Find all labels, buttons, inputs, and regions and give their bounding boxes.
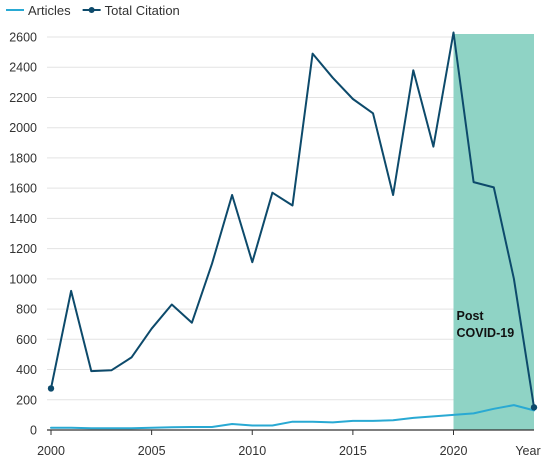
legend: Articles Total Citation (6, 3, 180, 18)
x-tick-label: 2000 (37, 444, 65, 458)
y-tick-label: 600 (16, 333, 37, 347)
legend-label-total-citation: Total Citation (105, 3, 180, 18)
y-tick-label: 2000 (9, 121, 37, 135)
total-citation-line (50, 31, 535, 409)
y-tick-label: 200 (16, 393, 37, 407)
y-tick-label: 2400 (9, 61, 37, 75)
x-tick-label: 2005 (138, 444, 166, 458)
y-tick-label: 2600 (9, 31, 37, 45)
y-tick-label: 1800 (9, 151, 37, 165)
series-layer (47, 31, 538, 430)
total-citation-marker (47, 385, 55, 392)
y-tick-label: 2200 (9, 91, 37, 105)
y-tick-label: 1400 (9, 212, 37, 226)
y-tick-label: 1000 (9, 272, 37, 286)
highlight-region-layer: Post COVID-19 (453, 34, 534, 430)
axis-layer: 0 200 400 600 800 1000 1200 1400 1600 1800 2000 220… (9, 31, 540, 459)
region-label-line: Post (457, 309, 485, 323)
y-tick-label: 400 (16, 363, 37, 377)
x-tick-label: 2010 (238, 444, 266, 458)
y-tick-label: 1600 (9, 182, 37, 196)
y-tick-label: 1200 (9, 242, 37, 256)
legend-label-articles: Articles (28, 3, 71, 18)
x-tick-label: 2020 (440, 444, 468, 458)
y-tick-label: 0 (30, 424, 37, 438)
x-tick-label: 2015 (339, 444, 367, 458)
legend-marker-total-citation (88, 7, 95, 13)
region-label: Post COVID-19 (457, 309, 515, 340)
post-covid-region (453, 34, 534, 430)
region-label-line: COVID-19 (457, 326, 515, 340)
total-citation-marker (530, 404, 538, 411)
articles-line (50, 404, 535, 430)
x-axis-title: Year (515, 444, 540, 458)
y-tick-label: 800 (16, 303, 37, 317)
